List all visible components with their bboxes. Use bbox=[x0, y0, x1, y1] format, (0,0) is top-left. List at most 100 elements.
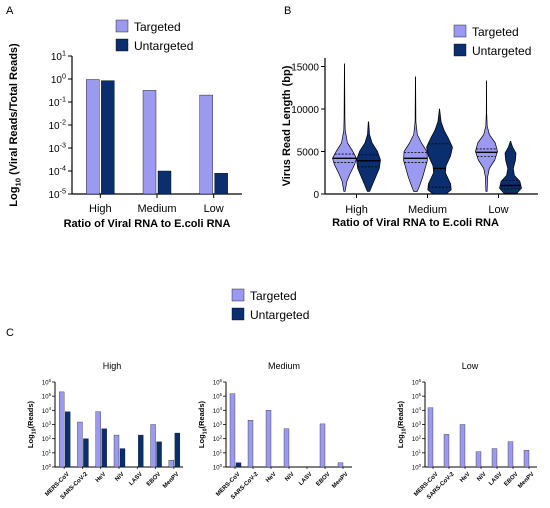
panel-c-xtick-label: EBOV bbox=[146, 471, 162, 487]
panel-b-legend-label-0: Targeted bbox=[472, 25, 519, 39]
panel-a-bar bbox=[214, 173, 228, 195]
panel-a-xlabel: Ratio of Viral RNA to E.coli RNA bbox=[64, 218, 231, 230]
panel-c-bar bbox=[101, 428, 107, 468]
panel-c-bar bbox=[83, 438, 89, 468]
panel-c-xtick-label: MenPV bbox=[331, 471, 349, 489]
panel-c-ytick-label: 105 bbox=[42, 392, 52, 401]
panel-c-title-0: High bbox=[103, 361, 122, 371]
panel-a-bar bbox=[199, 94, 213, 195]
panel-c-ytick-label: 106 bbox=[213, 378, 223, 387]
panel-c-ytick-label: 106 bbox=[42, 378, 52, 387]
panel-c-ytick-label: 102 bbox=[412, 434, 422, 443]
panel-c-ytick-label: 104 bbox=[213, 406, 223, 415]
panel-c-bar bbox=[77, 421, 83, 468]
panel-a-xtick-label: Low bbox=[204, 203, 224, 215]
panel-c-ytick-label: 102 bbox=[213, 434, 223, 443]
panel-c-title-1: Medium bbox=[268, 361, 300, 371]
panel-letter-b: B bbox=[284, 5, 291, 17]
panel-a-ytick-label: 10-1 bbox=[48, 95, 66, 110]
panel-c-bar bbox=[427, 407, 434, 468]
panel-c-bar bbox=[138, 434, 144, 468]
panel-c-xtick-label: NiV bbox=[476, 471, 487, 482]
panel-a-legend-swatch-1 bbox=[115, 38, 129, 52]
panel-b-violin bbox=[403, 76, 428, 192]
panel-c-bar bbox=[150, 424, 156, 468]
panel-c-ylabel-2: Log10(Reads) bbox=[396, 400, 407, 448]
panel-c-bar bbox=[64, 411, 71, 468]
panel-c-xtick-label: HeV bbox=[265, 471, 277, 483]
panel-a-ytick-label: 10-3 bbox=[48, 141, 66, 156]
panel-a-ylabel: Log10 (Viral Reads/Total Reads) bbox=[8, 43, 22, 207]
panel-b-ytick-label: 0 bbox=[313, 190, 319, 201]
panel-a-bar bbox=[101, 80, 115, 195]
panel-c-bar bbox=[58, 391, 65, 468]
panel-b-xtick-label: High bbox=[345, 204, 368, 216]
panel-c-xtick-label: LASV bbox=[128, 471, 144, 487]
panel-c-legend-label-1: Untargeted bbox=[250, 308, 309, 322]
panel-b-ytick-label: 5000 bbox=[297, 148, 320, 159]
panel-b-violin bbox=[475, 80, 498, 192]
panel-c-bar bbox=[119, 448, 126, 468]
panel-letter-a: A bbox=[6, 5, 14, 17]
panel-a-ytick-label: 10-2 bbox=[48, 118, 66, 133]
panel-b-legend-label-1: Untargeted bbox=[472, 44, 531, 58]
panel-a-bar bbox=[157, 170, 172, 195]
panel-c-bar bbox=[491, 448, 498, 468]
panel-c-xtick-label: HeV bbox=[459, 471, 471, 483]
panel-c-xtick-label: MenPV bbox=[162, 471, 180, 489]
panel-c-bar bbox=[459, 424, 466, 468]
panel-c-bar bbox=[229, 393, 236, 468]
panel-c-ytick-label: 104 bbox=[412, 406, 422, 415]
panel-b-ytick-label: 15000 bbox=[291, 63, 319, 74]
panel-c-legend-label-0: Targeted bbox=[250, 289, 297, 303]
panel-c-ytick-label: 101 bbox=[412, 449, 422, 458]
panel-c-ytick-label: 104 bbox=[42, 406, 52, 415]
panel-a-xtick-label: Medium bbox=[137, 203, 176, 215]
panel-c-bar bbox=[319, 423, 326, 468]
panel-c-bar bbox=[235, 462, 242, 468]
panel-c-ylabel-0: Log10(Reads) bbox=[26, 400, 37, 448]
panel-a-legend-label-0: Targeted bbox=[134, 20, 181, 34]
panel-b-ytick-label: 10000 bbox=[291, 105, 319, 116]
panel-c-ytick-label: 106 bbox=[412, 378, 422, 387]
panel-c-legend-swatch-0 bbox=[231, 288, 245, 302]
panel-c-ytick-label: 101 bbox=[213, 449, 223, 458]
panel-a-bar bbox=[86, 79, 100, 195]
panel-c-bar bbox=[247, 420, 254, 468]
panel-c-bar bbox=[283, 428, 290, 468]
panel-c-title-2: Low bbox=[462, 361, 479, 371]
panel-c-bar bbox=[265, 410, 272, 468]
panel-a-legend-label-1: Untargeted bbox=[134, 39, 193, 53]
panel-c-ytick-label: 103 bbox=[42, 420, 52, 429]
panel-a-bar bbox=[142, 90, 157, 195]
panel-b-legend-swatch-1 bbox=[453, 43, 467, 57]
panel-c-xtick-label: LASV bbox=[488, 471, 504, 487]
panel-b-xtick-label: Medium bbox=[408, 204, 447, 216]
panel-c-bar bbox=[156, 441, 162, 468]
panel-b-ylabel: Virus Read Length (bp) bbox=[281, 65, 293, 186]
panel-a-legend-swatch-0 bbox=[115, 19, 129, 33]
panel-a-ytick-label: 100 bbox=[51, 72, 66, 87]
panel-c-ytick-label: 100 bbox=[42, 463, 52, 472]
panel-c-ytick-label: 100 bbox=[213, 463, 223, 472]
panel-b-violin bbox=[332, 63, 357, 192]
panel-c-ytick-label: 100 bbox=[412, 463, 422, 472]
panel-c-ytick-label: 103 bbox=[412, 420, 422, 429]
panel-c-xtick-label: MenPV bbox=[517, 471, 535, 489]
panel-b-xtick-label: Low bbox=[488, 204, 508, 216]
panel-c-bar bbox=[337, 462, 344, 468]
panel-c-ytick-label: 105 bbox=[213, 392, 223, 401]
panel-b-xlabel: Ratio of Viral RNA to E.coli RNA bbox=[332, 217, 499, 229]
panel-a-ytick-label: 10-5 bbox=[48, 187, 66, 202]
panel-b-violin bbox=[426, 108, 453, 195]
panel-a-ytick-label: 10-4 bbox=[48, 164, 66, 179]
panel-c-ytick-label: 103 bbox=[213, 420, 223, 429]
panel-c-ytick-label: 102 bbox=[42, 434, 52, 443]
panel-c-legend-swatch-1 bbox=[231, 307, 245, 321]
panel-b-violin bbox=[356, 121, 381, 192]
panel-c-bar bbox=[168, 460, 175, 468]
panel-a-ytick-label: 101 bbox=[51, 49, 66, 64]
panel-c-bar bbox=[174, 432, 181, 468]
panel-c-bar bbox=[443, 434, 450, 468]
